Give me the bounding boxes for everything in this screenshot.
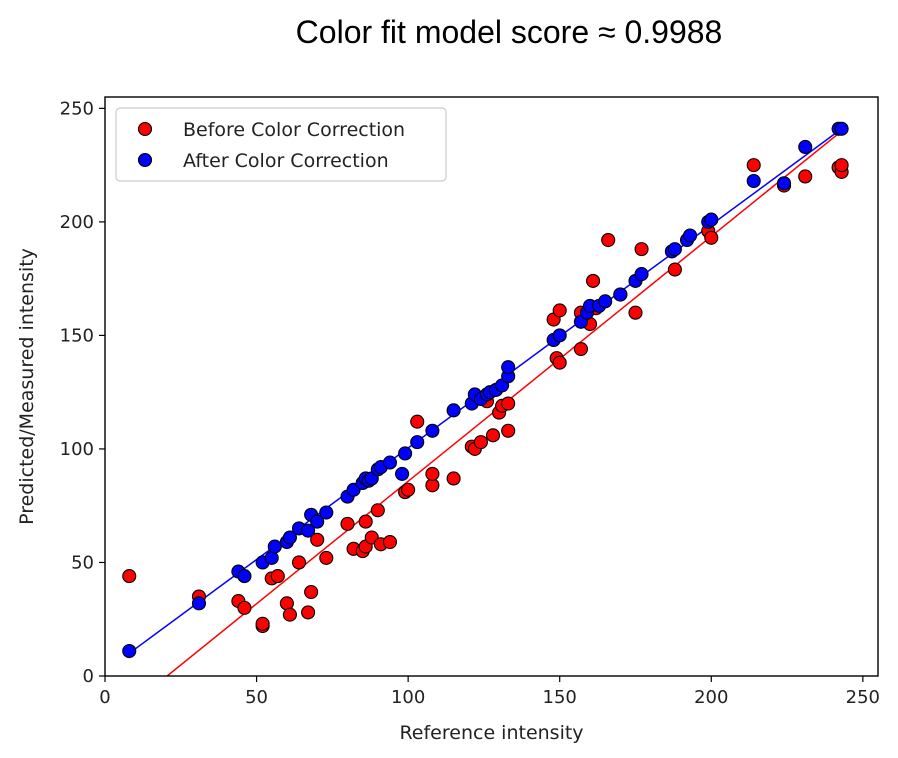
point-before [704, 230, 719, 245]
point-before [634, 242, 649, 257]
chart-title: Color fit model score ≈ 0.9988 [295, 14, 723, 50]
y-tick-label: 100 [60, 439, 94, 460]
y-tick-label: 250 [60, 98, 94, 119]
x-axis-ticks: 0 50 100 150 200 250 [99, 676, 880, 708]
point-before [410, 414, 425, 429]
point-after [398, 446, 413, 461]
point-after [834, 121, 849, 136]
point-after [267, 539, 282, 554]
point-before [310, 532, 325, 547]
y-axis-ticks: 0 50 100 150 200 250 [60, 98, 105, 687]
legend-label: After Color Correction [183, 150, 389, 172]
x-tick-label: 250 [846, 687, 880, 708]
point-before [667, 262, 682, 277]
point-before [304, 584, 319, 600]
point-before [628, 305, 643, 320]
point-after [395, 466, 410, 481]
point-after [634, 267, 649, 282]
point-after [319, 505, 334, 520]
point-before [237, 600, 252, 615]
point-after [301, 523, 316, 538]
y-tick-label: 0 [83, 666, 94, 687]
point-before [301, 605, 316, 620]
point-after [282, 530, 297, 545]
legend-label: Before Color Correction [183, 119, 405, 141]
plot-frame [104, 96, 879, 677]
point-after [552, 328, 567, 343]
point-before [370, 503, 385, 518]
y-tick-label: 50 [71, 552, 94, 573]
point-after [704, 212, 719, 227]
x-axis-label: Reference intensity [399, 722, 583, 744]
point-before [586, 273, 601, 288]
y-tick-label: 200 [60, 212, 94, 233]
point-before [358, 514, 373, 529]
y-axis-label: Predicted/Measured intensity [16, 248, 38, 525]
legend-marker [137, 121, 153, 137]
point-before [552, 355, 567, 370]
point-before [746, 158, 761, 173]
point-before [798, 169, 813, 184]
x-tick-label: 0 [99, 687, 110, 708]
y-tick-label: 150 [60, 325, 94, 346]
point-before [270, 569, 285, 584]
legend-box [115, 107, 447, 182]
point-before [255, 616, 270, 631]
point-after [382, 455, 397, 470]
point-after [613, 287, 628, 302]
point-before [282, 607, 297, 622]
point-after [446, 403, 461, 418]
point-after [425, 423, 440, 438]
point-after [746, 173, 761, 189]
point-before [291, 555, 307, 570]
point-after [683, 228, 698, 243]
point-after [667, 242, 682, 257]
point-after [310, 514, 325, 529]
point-before [122, 569, 137, 584]
point-before [573, 341, 588, 357]
point-before [601, 232, 616, 248]
point-before [340, 516, 355, 531]
point-after [410, 435, 425, 450]
point-before [485, 428, 501, 443]
point-after [237, 569, 252, 584]
data-points [122, 121, 849, 659]
point-before [401, 482, 416, 497]
point-before [319, 550, 334, 565]
point-before [382, 534, 397, 550]
point-after [191, 596, 207, 611]
point-before [552, 303, 567, 318]
point-before [501, 396, 516, 411]
point-before [446, 471, 461, 486]
point-before [425, 466, 440, 481]
legend: Before Color Correction After Color Corre… [115, 107, 447, 182]
point-after [501, 360, 516, 375]
point-before [834, 158, 849, 173]
point-after [122, 643, 137, 659]
point-before [501, 423, 516, 438]
point-after [798, 139, 813, 155]
x-tick-label: 100 [391, 687, 425, 708]
x-tick-label: 150 [543, 687, 577, 708]
point-before [473, 435, 488, 450]
legend-marker [137, 152, 153, 168]
point-after [776, 176, 792, 191]
x-tick-label: 50 [245, 687, 268, 708]
point-after [598, 294, 613, 309]
x-tick-label: 200 [694, 687, 728, 708]
